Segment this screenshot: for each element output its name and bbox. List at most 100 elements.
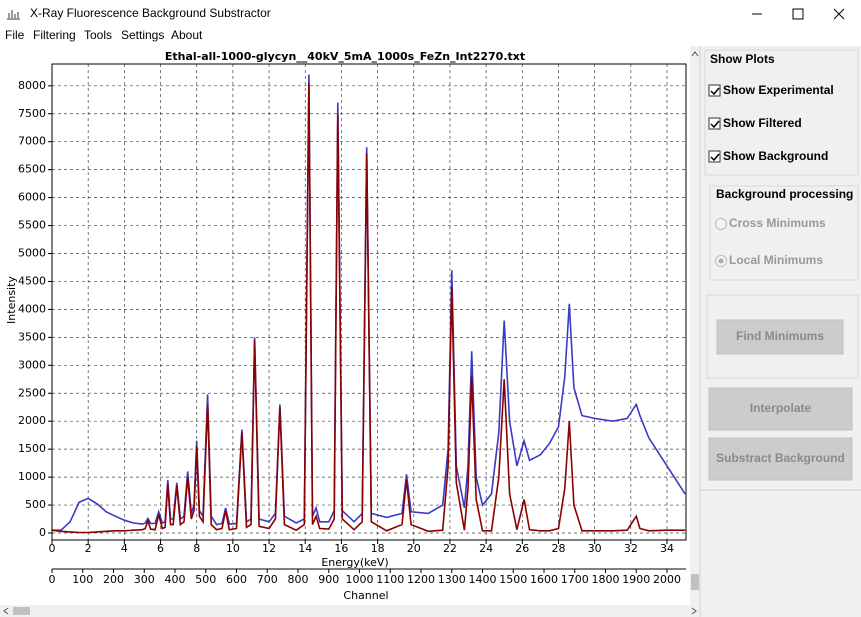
x2-axis-label: Channel xyxy=(343,589,388,602)
y-tick-label: 6000 xyxy=(18,191,46,204)
check-mark xyxy=(710,153,720,162)
h-scrollbar[interactable] xyxy=(0,605,700,617)
menu-item[interactable]: About xyxy=(171,28,203,42)
radio-label[interactable]: Local Minimums xyxy=(729,253,823,267)
y-tick-label: 2500 xyxy=(18,386,46,399)
x2-tick-label: 1000 xyxy=(345,573,373,586)
x2-tick-label: 300 xyxy=(134,573,155,586)
scroll-left[interactable] xyxy=(3,607,9,615)
x-tick-label: 8 xyxy=(193,542,200,555)
check-mark xyxy=(710,87,720,96)
x2-tick-label: 0 xyxy=(49,573,56,586)
x2-tick-label: 1300 xyxy=(438,573,466,586)
x-tick-label: 16 xyxy=(334,542,348,555)
x-tick-label: 28 xyxy=(551,542,565,555)
x2-tick-label: 1400 xyxy=(468,573,496,586)
series-line xyxy=(52,74,686,531)
x2-tick-label: 100 xyxy=(72,573,93,586)
x2-tick-label: 1600 xyxy=(530,573,558,586)
radio-label[interactable]: Cross Minimums xyxy=(729,216,826,230)
x-tick-label: 30 xyxy=(588,542,602,555)
radio[interactable] xyxy=(715,218,727,230)
y-tick-label: 1500 xyxy=(18,442,46,455)
menu-item[interactable]: Filtering xyxy=(33,28,76,42)
x2-tick-label: 1100 xyxy=(376,573,404,586)
y-tick-label: 0 xyxy=(39,526,46,539)
background-group xyxy=(709,185,859,281)
x-tick-label: 14 xyxy=(298,542,312,555)
x-tick-label: 10 xyxy=(226,542,240,555)
checkbox[interactable] xyxy=(708,117,721,130)
checkbox-label[interactable]: Show Experimental xyxy=(723,83,834,97)
v-scroll-thumb[interactable] xyxy=(691,574,699,590)
x2-tick-label: 1200 xyxy=(407,573,435,586)
x2-tick-label: 500 xyxy=(195,573,216,586)
x-tick-label: 18 xyxy=(371,542,385,555)
button-label[interactable]: Substract Background xyxy=(716,451,845,465)
button-label[interactable]: Find Minimums xyxy=(736,329,824,343)
v-scrollbar[interactable] xyxy=(690,46,700,605)
checkbox[interactable] xyxy=(708,150,721,163)
x2-tick-label: 1900 xyxy=(622,573,650,586)
x2-tick-label: 1800 xyxy=(591,573,619,586)
x-tick-label: 12 xyxy=(262,542,276,555)
minimums-group xyxy=(706,294,859,379)
checkbox-label[interactable]: Show Background xyxy=(723,149,828,163)
x2-tick-label: 700 xyxy=(257,573,278,586)
x-tick-label: 0 xyxy=(49,542,56,555)
x2-tick-label: 400 xyxy=(164,573,185,586)
y-tick-label: 8000 xyxy=(18,79,46,92)
group-title: Background processing xyxy=(716,187,853,201)
menu-item[interactable]: File xyxy=(5,28,25,42)
button[interactable] xyxy=(708,387,853,431)
x-axis-label: Energy(keV) xyxy=(321,556,388,569)
plot-frame xyxy=(51,63,687,541)
y-tick-label: 6500 xyxy=(18,163,46,176)
y-tick-label: 3000 xyxy=(18,358,46,371)
x2-tick-label: 600 xyxy=(226,573,247,586)
show-plots-group xyxy=(704,49,859,176)
checkbox-label[interactable]: Show Filtered xyxy=(723,116,802,130)
y-tick-label: 4500 xyxy=(18,274,46,287)
x-tick-label: 22 xyxy=(443,542,457,555)
x2-tick-label: 900 xyxy=(318,573,339,586)
check-mark xyxy=(710,120,720,129)
x2-tick-label: 1500 xyxy=(499,573,527,586)
y-tick-label: 5000 xyxy=(18,247,46,260)
x-tick-label: 24 xyxy=(479,542,493,555)
y-axis-label: Intensity xyxy=(5,276,18,324)
x-tick-label: 32 xyxy=(624,542,638,555)
series-line xyxy=(51,82,686,534)
menu-item[interactable]: Settings xyxy=(121,28,164,42)
maximize-button[interactable] xyxy=(792,8,804,20)
button[interactable] xyxy=(708,437,853,481)
x2-tick-label: 2000 xyxy=(653,573,681,586)
y-tick-label: 5500 xyxy=(18,219,46,232)
scroll-right[interactable] xyxy=(691,607,697,615)
x2-tick-label: 1700 xyxy=(561,573,589,586)
menu-item[interactable]: Tools xyxy=(84,28,112,42)
y-tick-label: 2000 xyxy=(18,414,46,427)
x-tick-label: 20 xyxy=(407,542,421,555)
x-tick-label: 2 xyxy=(85,542,92,555)
title-menu-bg xyxy=(0,0,861,46)
checkbox[interactable] xyxy=(708,84,721,97)
x-tick-label: 26 xyxy=(515,542,529,555)
scroll-up[interactable] xyxy=(691,51,699,57)
radio-dot xyxy=(718,258,724,264)
x-tick-label: 6 xyxy=(157,542,164,555)
x2-tick-label: 800 xyxy=(287,573,308,586)
y-tick-label: 3500 xyxy=(18,330,46,343)
chart-area xyxy=(0,46,690,605)
close-button[interactable] xyxy=(833,8,845,20)
y-tick-label: 500 xyxy=(25,498,46,511)
button[interactable] xyxy=(716,319,844,355)
button-label[interactable]: Interpolate xyxy=(750,401,812,415)
window-title: X-Ray Fluorescence Background Substracto… xyxy=(30,6,271,20)
x-tick-label: 34 xyxy=(660,542,674,555)
h-scroll-thumb[interactable] xyxy=(13,607,30,615)
y-tick-label: 4000 xyxy=(18,302,46,315)
y-tick-label: 7500 xyxy=(18,107,46,120)
group-title: Show Plots xyxy=(710,52,775,66)
